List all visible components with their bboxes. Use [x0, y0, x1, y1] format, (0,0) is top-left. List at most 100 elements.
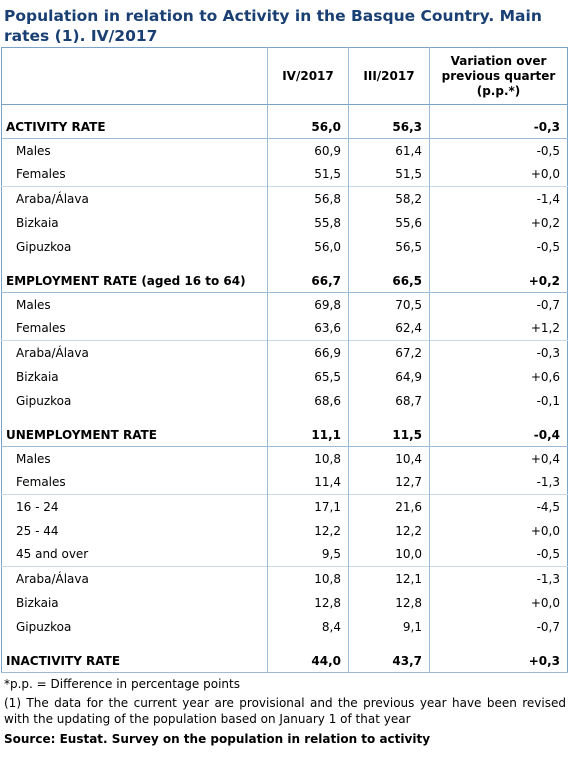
value-current: 10,8 [267, 566, 349, 591]
row-label: 25 - 44 [1, 518, 268, 543]
section-value-current: 66,7 [267, 270, 349, 293]
table-row: Gipuzkoa 68,6 68,7 -0,1 [1, 388, 568, 413]
section-value-current: 11,1 [267, 424, 349, 447]
row-label: Araba/Álava [1, 186, 268, 211]
value-current: 9,5 [267, 542, 349, 567]
table-row: Males 69,8 70,5 -0,7 [1, 292, 568, 317]
value-previous: 58,2 [348, 186, 430, 211]
value-current: 11,4 [267, 470, 349, 495]
value-variation: -0,5 [536, 239, 560, 254]
value-variation: -1,3 [429, 566, 568, 591]
table-row: Bizkaia 55,8 55,6 +0,2 [1, 210, 568, 235]
col-header-variation: Variation over previous quarter (p.p.*) [429, 47, 568, 105]
row-label: Araba/Álava [1, 340, 268, 365]
value-previous: 64,9 [348, 364, 430, 389]
spacer-row [1, 104, 568, 117]
value-variation: -0,7 [536, 619, 560, 634]
spacer-cell [1, 638, 268, 651]
value-current: 56,0 [267, 234, 349, 259]
section-value-previous: 43,7 [348, 650, 430, 673]
value-current: 55,8 [267, 210, 349, 235]
spacer-cell [348, 412, 430, 425]
section-value-variation: +0,3 [429, 650, 568, 673]
spacer-cell [430, 105, 568, 117]
section-heading-label: UNEMPLOYMENT RATE [1, 424, 268, 447]
row-label: Gipuzkoa [1, 234, 268, 259]
value-current: 66,9 [267, 340, 349, 365]
section-heading-row: INACTIVITY RATE 44,0 43,7 +0,3 [1, 650, 568, 673]
spacer-row [1, 412, 568, 425]
col-header-previous: III/2017 [348, 47, 430, 105]
section-value-current: 56,0 [267, 116, 349, 139]
value-current: 63,6 [267, 316, 349, 341]
value-variation: +0,2 [530, 215, 560, 230]
spacer-cell [1, 258, 268, 271]
value-previous: 10,4 [348, 446, 430, 471]
footnote-pp: *p.p. = Difference in percentage points [4, 677, 240, 691]
value-previous: 12,2 [348, 518, 430, 543]
rates-table: IV/2017 III/2017 Variation over previous… [1, 47, 568, 673]
value-previous: 56,5 [348, 234, 430, 259]
section-value-variation: -0,4 [429, 424, 568, 447]
table-row: Females 51,5 51,5 +0,0 [1, 162, 568, 187]
section-value-variation: -0,3 [429, 116, 568, 139]
row-label: Females [1, 470, 268, 495]
section-value-previous: 11,5 [348, 424, 430, 447]
value-previous: 62,4 [348, 316, 430, 341]
source-note: Source: Eustat. Survey on the population… [4, 732, 431, 746]
row-label: Males [1, 138, 268, 163]
value-variation: +0,0 [530, 523, 560, 538]
value-current: 51,5 [267, 162, 349, 187]
table-header-row: IV/2017 III/2017 Variation over previous… [1, 47, 568, 105]
table-row: 16 - 24 17,1 21,6 -4,5 [1, 494, 568, 519]
section-value-previous: 56,3 [348, 116, 430, 139]
value-current: 60,9 [267, 138, 349, 163]
spacer-cell [430, 259, 568, 271]
value-current: 12,8 [267, 590, 349, 615]
section-value-previous: 66,5 [348, 270, 430, 293]
row-label: 16 - 24 [1, 494, 268, 519]
value-previous: 12,8 [348, 590, 430, 615]
value-current: 69,8 [267, 292, 349, 317]
spacer-cell [267, 638, 349, 651]
value-current: 8,4 [267, 614, 349, 639]
value-previous: 12,1 [348, 566, 430, 591]
spacer-cell [267, 412, 349, 425]
table-row: Gipuzkoa 8,4 9,1 -0,7 [1, 614, 568, 639]
footnotes: *p.p. = Difference in percentage points … [4, 676, 566, 747]
value-current: 68,6 [267, 388, 349, 413]
value-previous: 55,6 [348, 210, 430, 235]
value-previous: 9,1 [348, 614, 430, 639]
table-row: Gipuzkoa 56,0 56,5 -0,5 [1, 234, 568, 259]
value-previous: 68,7 [348, 388, 430, 413]
section-value-current: 44,0 [267, 650, 349, 673]
row-label: Gipuzkoa [1, 614, 268, 639]
table-row: Males 10,8 10,4 +0,4 [1, 446, 568, 471]
value-previous: 70,5 [348, 292, 430, 317]
row-label: Bizkaia [1, 210, 268, 235]
row-label: Araba/Álava [1, 566, 268, 591]
row-label: Females [1, 316, 268, 341]
spacer-cell [267, 258, 349, 271]
value-previous: 61,4 [348, 138, 430, 163]
section-heading-label: ACTIVITY RATE [1, 116, 268, 139]
value-variation: -0,5 [536, 547, 560, 562]
row-label: Bizkaia [1, 590, 268, 615]
value-previous: 12,7 [348, 470, 430, 495]
section-value-variation: +0,2 [429, 270, 568, 293]
value-variation: -1,4 [429, 186, 568, 211]
spacer-cell [348, 258, 430, 271]
section-heading-row: ACTIVITY RATE 56,0 56,3 -0,3 [1, 116, 568, 139]
value-variation: +0,6 [530, 369, 560, 384]
value-current: 10,8 [267, 446, 349, 471]
section-heading-row: UNEMPLOYMENT RATE 11,1 11,5 -0,4 [1, 424, 568, 447]
value-variation: +1,2 [530, 321, 560, 336]
spacer-cell [430, 413, 568, 425]
row-label: Females [1, 162, 268, 187]
table-row: Araba/Álava 10,8 12,1 -1,3 [1, 566, 568, 591]
spacer-cell [430, 639, 568, 651]
value-current: 12,2 [267, 518, 349, 543]
table-row: Females 63,6 62,4 +1,2 [1, 316, 568, 341]
page-title: Population in relation to Activity in th… [4, 7, 542, 45]
table-row: Males 60,9 61,4 -0,5 [1, 138, 568, 163]
